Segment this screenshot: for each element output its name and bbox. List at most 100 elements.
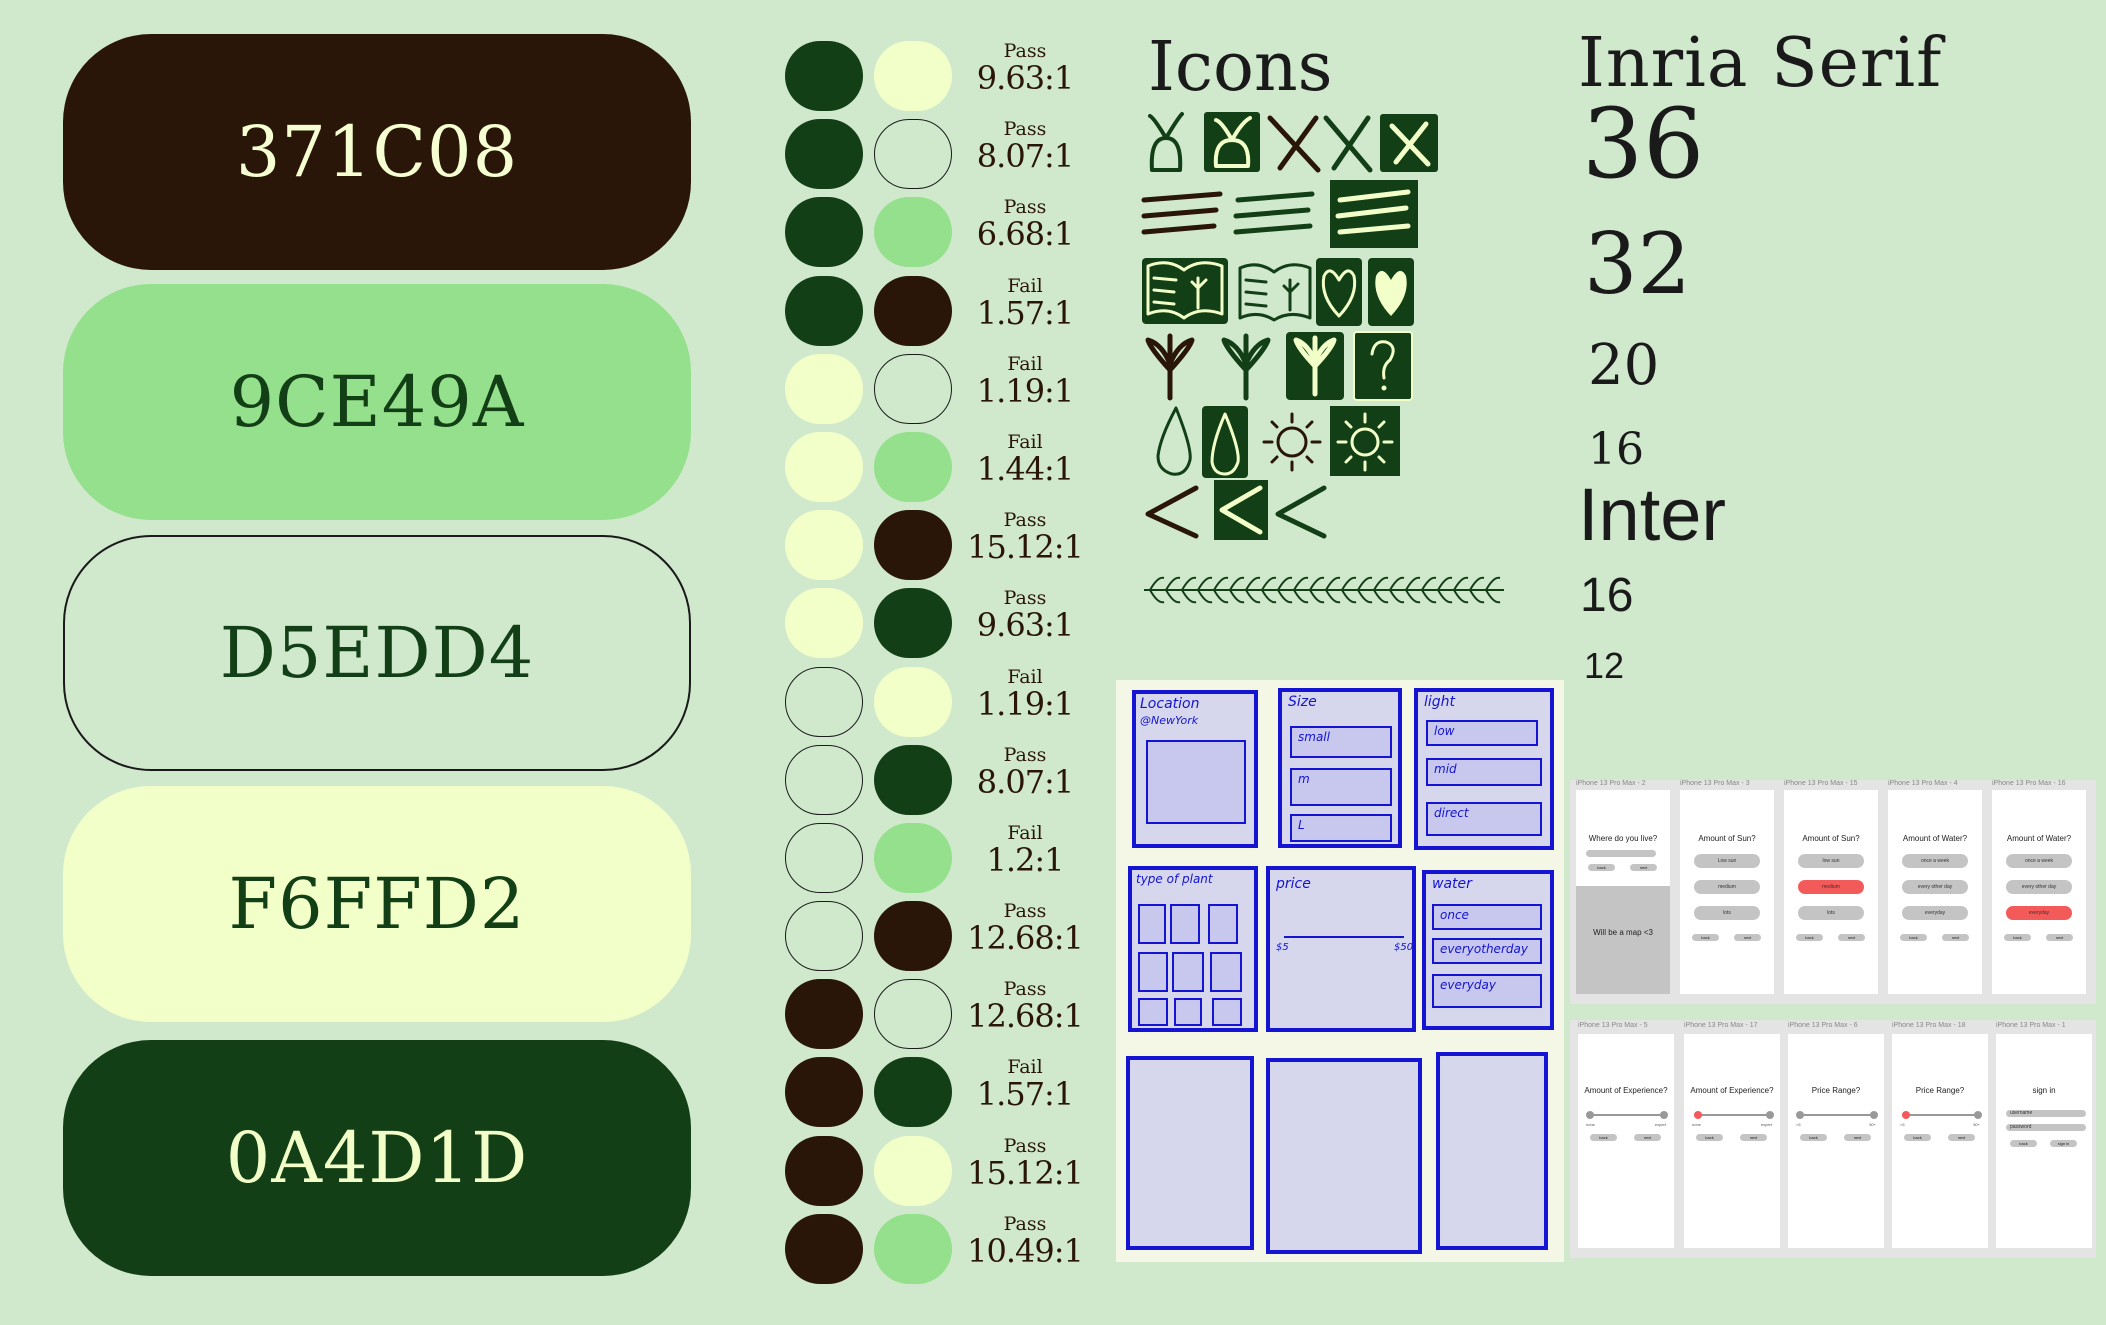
slider-knob[interactable] — [1694, 1111, 1702, 1119]
option-pill[interactable]: everyday — [1902, 906, 1968, 920]
water-every-other-day-option[interactable]: everyotherday — [1432, 938, 1542, 964]
back-button[interactable]: back — [1900, 934, 1927, 941]
water-everyday-option[interactable]: everyday — [1432, 974, 1542, 1008]
location-input[interactable] — [1586, 850, 1656, 857]
plant-thumb[interactable] — [1172, 952, 1204, 992]
back-button[interactable]: back — [1800, 1134, 1827, 1141]
contrast-ratio: 10.49:1 — [967, 1231, 1084, 1270]
plant-thumb[interactable] — [1208, 904, 1238, 944]
next-button[interactable]: next — [1630, 864, 1657, 871]
back-button[interactable]: back — [1590, 1134, 1617, 1141]
option-pill[interactable]: lots — [1694, 906, 1760, 920]
plant-thumb[interactable] — [1212, 998, 1242, 1026]
contrast-row: Fail 1.19:1 — [785, 666, 1095, 744]
option-pill[interactable]: everyday — [2006, 906, 2072, 920]
color-dot — [874, 1213, 952, 1284]
contrast-row: Fail 1.19:1 — [785, 353, 1095, 431]
input-field[interactable]: username — [2006, 1110, 2086, 1117]
seedling-icon — [1148, 112, 1184, 172]
plant-thumb[interactable] — [1174, 998, 1202, 1026]
slider-max-label: expert — [1760, 1122, 1772, 1127]
back-button[interactable]: back — [2004, 934, 2031, 941]
back-button[interactable]: back — [1796, 934, 1823, 941]
slider-knob[interactable] — [1660, 1111, 1668, 1119]
plant-thumb[interactable] — [1138, 952, 1168, 992]
option-pill[interactable]: every other day — [2006, 880, 2072, 894]
contrast-result: Fail 1.44:1 — [955, 432, 1095, 485]
slider-knob[interactable] — [1766, 1111, 1774, 1119]
option-pill[interactable]: Low sun — [1694, 854, 1760, 868]
next-button[interactable]: next — [1734, 934, 1761, 941]
back-button[interactable]: back — [1696, 1134, 1723, 1141]
pass-fail-label: Pass — [1003, 40, 1047, 62]
color-hex-label: D5EDD4 — [219, 612, 535, 694]
option-pill[interactable]: once a week — [1902, 854, 1968, 868]
size-medium-option[interactable]: m — [1290, 768, 1392, 806]
option-pill[interactable]: medium — [1798, 880, 1864, 894]
back-button[interactable]: back — [2010, 1140, 2037, 1147]
location-value: @NewYork — [1140, 714, 1199, 727]
phone-screen: Amount of Sun? Low sun medium lots back next — [1680, 790, 1774, 994]
contrast-row: Pass 8.07:1 — [785, 118, 1095, 196]
range-slider[interactable] — [1902, 1111, 1982, 1119]
light-mid-option[interactable]: mid — [1426, 758, 1542, 786]
sign-in-button[interactable]: sign in — [2050, 1140, 2077, 1147]
color-dot — [785, 979, 863, 1050]
back-button[interactable]: back — [1692, 934, 1719, 941]
slider-knob[interactable] — [1870, 1111, 1878, 1119]
plant-thumb[interactable] — [1170, 904, 1200, 944]
next-button[interactable]: next — [1942, 934, 1969, 941]
price-slider[interactable] — [1284, 936, 1404, 938]
contrast-ratio: 12.68:1 — [967, 997, 1084, 1036]
color-dot — [874, 431, 952, 502]
option-pill[interactable]: every other day — [1902, 880, 1968, 894]
slider-knob[interactable] — [1902, 1111, 1910, 1119]
input-field[interactable]: password — [2006, 1124, 2086, 1131]
size-small-option[interactable]: small — [1290, 726, 1392, 758]
contrast-result: Pass 15.12:1 — [955, 511, 1095, 564]
water-once-option[interactable]: once — [1432, 904, 1542, 930]
plant-thumb[interactable] — [1138, 998, 1168, 1026]
map-placeholder — [1146, 740, 1246, 824]
color-dot — [874, 353, 952, 424]
back-button[interactable]: back — [1588, 864, 1615, 871]
back-arrow-filled-icon — [1214, 480, 1268, 540]
wireframe-sketch: Location @NewYork Size small m L light l… — [1116, 680, 1564, 1262]
slider-knob[interactable] — [1586, 1111, 1594, 1119]
option-pill[interactable]: lots — [1798, 906, 1864, 920]
color-dot — [874, 901, 952, 972]
empty-card — [1436, 1052, 1548, 1250]
light-low-option[interactable]: low — [1426, 720, 1538, 746]
size-large-option[interactable]: L — [1290, 814, 1392, 842]
option-pill[interactable]: once a week — [2006, 854, 2072, 868]
range-slider[interactable] — [1796, 1111, 1878, 1119]
color-dot — [785, 275, 863, 346]
next-button[interactable]: next — [1634, 1134, 1661, 1141]
next-button[interactable]: next — [1740, 1134, 1767, 1141]
sans-size-16: 16 — [1580, 569, 1634, 622]
next-button[interactable]: next — [1838, 934, 1865, 941]
slider-knob[interactable] — [1796, 1111, 1804, 1119]
next-button[interactable]: next — [2046, 934, 2073, 941]
plant-thumb[interactable] — [1210, 952, 1242, 992]
option-pill[interactable]: medium — [1694, 880, 1760, 894]
heart-filled-icon — [1368, 258, 1414, 326]
color-dot — [874, 119, 952, 190]
back-button[interactable]: back — [1904, 1134, 1931, 1141]
contrast-row: Fail 1.2:1 — [785, 822, 1095, 900]
screen-label: iPhone 13 Pro Max - 15 — [1784, 780, 1858, 787]
range-slider[interactable] — [1586, 1111, 1668, 1119]
slider-knob[interactable] — [1974, 1111, 1982, 1119]
color-swatch: 371C08 — [63, 34, 691, 270]
plant-thumb[interactable] — [1138, 904, 1166, 944]
next-button[interactable]: next — [1844, 1134, 1871, 1141]
light-direct-option[interactable]: direct — [1426, 802, 1542, 836]
range-slider[interactable] — [1694, 1111, 1774, 1119]
screen-title: Amount of Sun? — [1698, 834, 1756, 843]
option-pill[interactable]: low sun — [1798, 854, 1864, 868]
contrast-row: Pass 8.07:1 — [785, 744, 1095, 822]
color-swatch: 9CE49A — [63, 284, 691, 520]
plant-filled-icon — [1286, 332, 1344, 400]
next-button[interactable]: next — [1948, 1134, 1975, 1141]
pass-fail-label: Pass — [1003, 1134, 1047, 1157]
